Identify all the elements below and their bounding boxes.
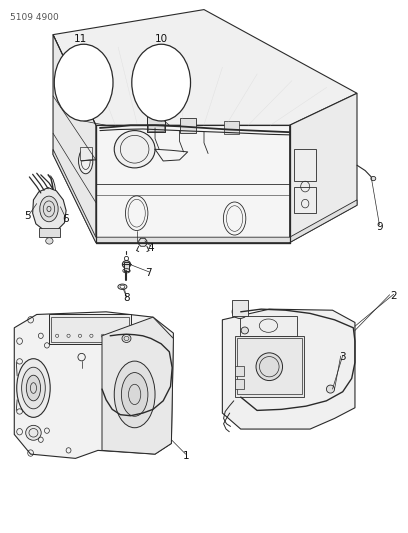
Ellipse shape bbox=[26, 375, 41, 401]
Bar bbox=[240, 316, 297, 336]
Bar bbox=[146, 91, 171, 96]
Circle shape bbox=[54, 44, 113, 121]
Text: 5109 4900: 5109 4900 bbox=[10, 13, 59, 22]
Bar bbox=[80, 147, 92, 160]
Bar bbox=[143, 65, 177, 92]
Bar bbox=[143, 65, 177, 92]
Polygon shape bbox=[290, 93, 357, 243]
Ellipse shape bbox=[46, 238, 53, 244]
Bar bbox=[235, 366, 244, 376]
Bar bbox=[51, 317, 129, 342]
Polygon shape bbox=[53, 10, 357, 125]
Ellipse shape bbox=[22, 367, 45, 409]
Text: 8: 8 bbox=[123, 294, 130, 303]
Bar bbox=[294, 149, 316, 181]
Bar bbox=[147, 116, 165, 132]
Bar bbox=[63, 75, 90, 90]
Polygon shape bbox=[222, 309, 355, 429]
Polygon shape bbox=[14, 312, 173, 458]
Bar bbox=[235, 379, 244, 389]
Text: 5: 5 bbox=[24, 211, 31, 221]
Text: 6: 6 bbox=[62, 214, 69, 223]
Polygon shape bbox=[53, 35, 96, 243]
Ellipse shape bbox=[122, 261, 131, 268]
Bar bbox=[235, 336, 304, 397]
Ellipse shape bbox=[122, 373, 148, 416]
Bar bbox=[124, 262, 129, 271]
Polygon shape bbox=[53, 149, 357, 243]
Bar bbox=[63, 75, 90, 90]
Ellipse shape bbox=[114, 131, 155, 168]
Text: 11: 11 bbox=[73, 35, 86, 44]
Text: 4: 4 bbox=[148, 243, 154, 253]
Polygon shape bbox=[33, 188, 66, 230]
Bar bbox=[224, 121, 239, 134]
Ellipse shape bbox=[40, 196, 58, 222]
Bar bbox=[49, 314, 131, 344]
Ellipse shape bbox=[114, 361, 155, 427]
Text: 3: 3 bbox=[339, 352, 346, 362]
Ellipse shape bbox=[326, 385, 335, 393]
Text: 10: 10 bbox=[155, 35, 168, 44]
Text: 2: 2 bbox=[390, 291, 397, 301]
Ellipse shape bbox=[371, 176, 376, 181]
Polygon shape bbox=[102, 317, 173, 454]
Bar bbox=[148, 124, 164, 131]
Text: 9: 9 bbox=[376, 222, 383, 231]
Ellipse shape bbox=[122, 335, 131, 343]
Bar bbox=[89, 76, 96, 88]
Text: 1: 1 bbox=[182, 451, 189, 461]
Ellipse shape bbox=[63, 76, 70, 88]
Ellipse shape bbox=[26, 425, 41, 440]
Ellipse shape bbox=[241, 327, 248, 334]
Bar bbox=[294, 187, 316, 213]
Bar bbox=[180, 118, 196, 133]
Ellipse shape bbox=[78, 148, 93, 174]
Bar bbox=[237, 338, 302, 394]
Polygon shape bbox=[96, 125, 290, 243]
Text: 7: 7 bbox=[146, 269, 152, 278]
Bar bbox=[232, 300, 248, 316]
Ellipse shape bbox=[232, 305, 248, 318]
Bar bbox=[147, 116, 165, 132]
Circle shape bbox=[132, 44, 191, 121]
Ellipse shape bbox=[256, 353, 282, 381]
Bar bbox=[39, 228, 60, 237]
Ellipse shape bbox=[17, 359, 50, 417]
